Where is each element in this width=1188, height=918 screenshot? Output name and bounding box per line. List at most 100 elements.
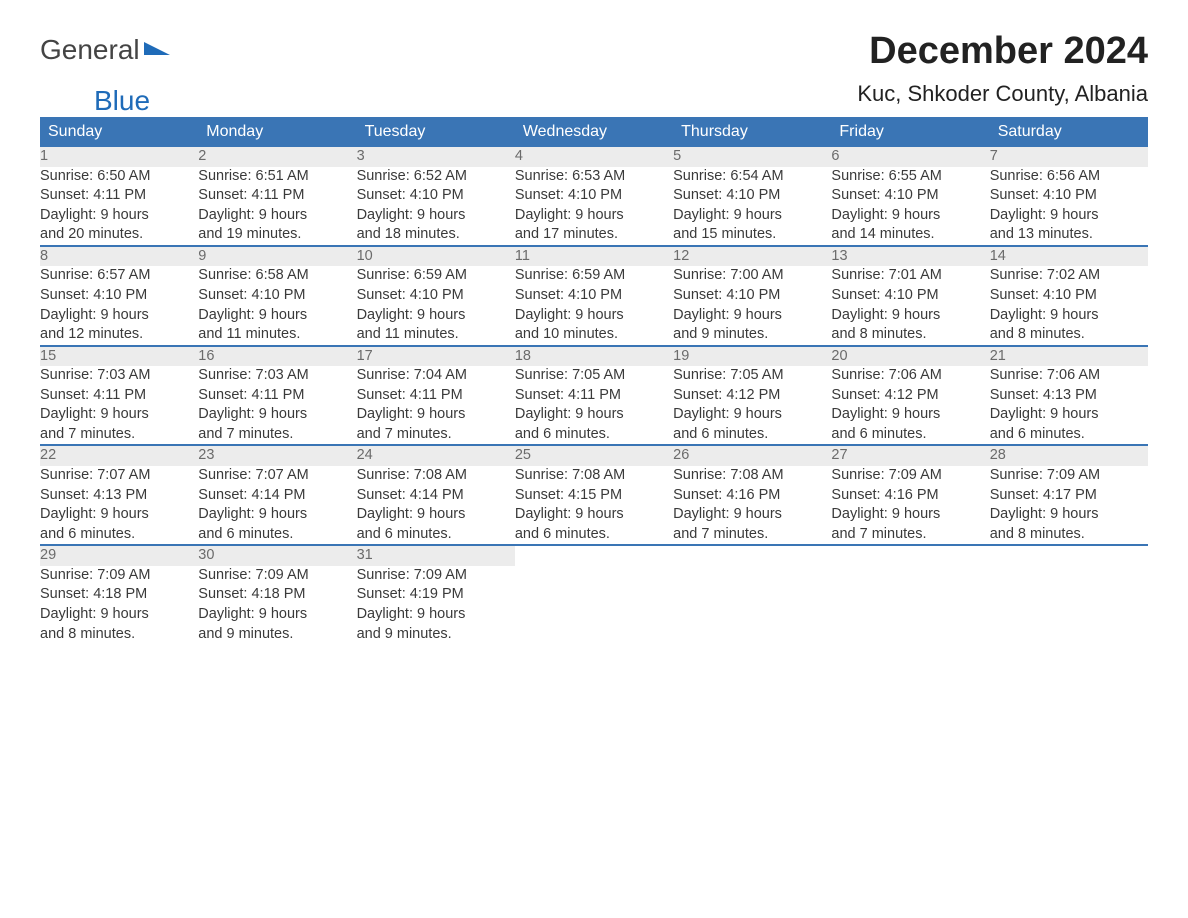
flag-icon	[144, 30, 170, 62]
day-cell: Sunrise: 7:07 AMSunset: 4:14 PMDaylight:…	[198, 466, 356, 545]
sunrise-text: Sunrise: 6:59 AM	[357, 266, 515, 286]
day-cell	[990, 566, 1148, 644]
brand-logo: General	[40, 30, 170, 70]
day-cell: Sunrise: 7:06 AMSunset: 4:12 PMDaylight:…	[831, 366, 989, 445]
daylight-line-2: and 6 minutes.	[673, 425, 831, 445]
sunset-text: Sunset: 4:11 PM	[40, 386, 198, 406]
sunrise-text: Sunrise: 6:54 AM	[673, 167, 831, 187]
day-cell: Sunrise: 7:08 AMSunset: 4:16 PMDaylight:…	[673, 466, 831, 545]
day-number: 3	[357, 147, 515, 167]
daylight-line-1: Daylight: 9 hours	[515, 505, 673, 525]
day-number-row: 293031	[40, 546, 1148, 566]
day-number: 29	[40, 546, 198, 566]
day-cell: Sunrise: 7:05 AMSunset: 4:11 PMDaylight:…	[515, 366, 673, 445]
day-number	[515, 546, 673, 566]
sunrise-text: Sunrise: 7:08 AM	[673, 466, 831, 486]
sunrise-text: Sunrise: 7:09 AM	[990, 466, 1148, 486]
sunrise-text: Sunrise: 7:09 AM	[357, 566, 515, 586]
day-number-row: 1234567	[40, 147, 1148, 167]
day-body-row: Sunrise: 7:09 AM Sunset: 4:18 PMDaylight:…	[40, 566, 1148, 644]
sunrise-text: Sunrise: 7:07 AM	[40, 466, 198, 486]
day-cell: Sunrise: 7:07 AMSunset: 4:13 PMDaylight:…	[40, 466, 198, 545]
sunset-text: Sunset: 4:17 PM	[990, 486, 1148, 506]
daylight-line-2: and 13 minutes.	[990, 225, 1148, 245]
day-number	[673, 546, 831, 566]
sunset-text: Sunset: 4:10 PM	[831, 286, 989, 306]
daylight-line-1: Daylight: 9 hours	[515, 206, 673, 226]
day-cell: Sunrise: 7:08 AMSunset: 4:15 PMDaylight:…	[515, 466, 673, 545]
day-header: Thursday	[673, 117, 831, 147]
sunset-text: Sunset: 4:18 PM	[40, 585, 198, 605]
day-number: 7	[990, 147, 1148, 167]
day-number: 28	[990, 446, 1148, 466]
daylight-line-1: Daylight: 9 hours	[831, 206, 989, 226]
day-number: 6	[831, 147, 989, 167]
sunrise-text: Sunrise: 7:00 AM	[673, 266, 831, 286]
daylight-line-2: and 17 minutes.	[515, 225, 673, 245]
sunrise-text: Sunrise: 7:05 AM	[673, 366, 831, 386]
sunset-text: Sunset: 4:16 PM	[673, 486, 831, 506]
daylight-line-2: and 15 minutes.	[673, 225, 831, 245]
sunset-text: Sunset: 4:13 PM	[40, 486, 198, 506]
daylight-line-1: Daylight: 9 hours	[198, 206, 356, 226]
sunrise-text: Sunrise: 7:08 AM	[515, 466, 673, 486]
daylight-line-1: Daylight: 9 hours	[198, 405, 356, 425]
day-cell: Sunrise: 6:56 AMSunset: 4:10 PMDaylight:…	[990, 167, 1148, 246]
day-cell: Sunrise: 6:52 AMSunset: 4:10 PMDaylight:…	[357, 167, 515, 246]
daylight-line-2: and 8 minutes.	[831, 325, 989, 345]
day-number: 16	[198, 347, 356, 367]
sunset-text: Sunset: 4:16 PM	[831, 486, 989, 506]
brand-word-1: General	[40, 34, 140, 66]
daylight-line-2: and 9 minutes.	[673, 325, 831, 345]
daylight-line-2: and 6 minutes.	[831, 425, 989, 445]
day-cell: Sunrise: 6:50 AMSunset: 4:11 PMDaylight:…	[40, 167, 198, 246]
day-cell: Sunrise: 7:09 AMSunset: 4:16 PMDaylight:…	[831, 466, 989, 545]
day-cell: Sunrise: 6:55 AMSunset: 4:10 PMDaylight:…	[831, 167, 989, 246]
daylight-line-2: and 7 minutes.	[198, 425, 356, 445]
daylight-line-1: Daylight: 9 hours	[990, 505, 1148, 525]
day-number: 21	[990, 347, 1148, 367]
day-cell: Sunrise: 7:01 AMSunset: 4:10 PMDaylight:…	[831, 266, 989, 345]
day-cell: Sunrise: 6:57 AMSunset: 4:10 PMDaylight:…	[40, 266, 198, 345]
daylight-line-2: and 9 minutes.	[357, 625, 515, 645]
sunrise-text: Sunrise: 6:58 AM	[198, 266, 356, 286]
sunset-text: Sunset: 4:14 PM	[357, 486, 515, 506]
sunset-text: Sunset: 4:10 PM	[357, 286, 515, 306]
sunset-text: Sunset: 4:15 PM	[515, 486, 673, 506]
daylight-line-1: Daylight: 9 hours	[198, 306, 356, 326]
sunset-text: Sunset: 4:10 PM	[831, 186, 989, 206]
daylight-line-1: Daylight: 9 hours	[831, 505, 989, 525]
day-number: 2	[198, 147, 356, 167]
sunrise-text: Sunrise: 7:03 AM	[40, 366, 198, 386]
day-number: 4	[515, 147, 673, 167]
day-cell: Sunrise: 6:51 AMSunset: 4:11 PMDaylight:…	[198, 167, 356, 246]
daylight-line-2: and 6 minutes.	[515, 525, 673, 545]
daylight-line-2: and 6 minutes.	[990, 425, 1148, 445]
sunrise-text: Sunrise: 6:56 AM	[990, 167, 1148, 187]
sunrise-text: Sunrise: 7:07 AM	[198, 466, 356, 486]
day-cell: Sunrise: 7:02 AMSunset: 4:10 PMDaylight:…	[990, 266, 1148, 345]
daylight-line-2: and 11 minutes.	[357, 325, 515, 345]
day-body-row: Sunrise: 6:57 AMSunset: 4:10 PMDaylight:…	[40, 266, 1148, 345]
daylight-line-1: Daylight: 9 hours	[673, 405, 831, 425]
sunset-text: Sunset: 4:10 PM	[515, 186, 673, 206]
day-cell: Sunrise: 7:06 AMSunset: 4:13 PMDaylight:…	[990, 366, 1148, 445]
day-number: 17	[357, 347, 515, 367]
location-label: Kuc, Shkoder County, Albania	[857, 81, 1148, 107]
day-cell: Sunrise: 6:53 AMSunset: 4:10 PMDaylight:…	[515, 167, 673, 246]
daylight-line-1: Daylight: 9 hours	[357, 206, 515, 226]
sunset-text: Sunset: 4:10 PM	[673, 186, 831, 206]
daylight-line-1: Daylight: 9 hours	[40, 605, 198, 625]
day-cell: Sunrise: 7:04 AMSunset: 4:11 PMDaylight:…	[357, 366, 515, 445]
day-number: 15	[40, 347, 198, 367]
brand-sub: Blue	[92, 85, 150, 117]
day-number: 5	[673, 147, 831, 167]
sunrise-text: Sunrise: 7:08 AM	[357, 466, 515, 486]
daylight-line-2: and 12 minutes.	[40, 325, 198, 345]
header-row: General December 2024	[40, 30, 1148, 73]
day-body-row: Sunrise: 7:07 AMSunset: 4:13 PM Daylight:…	[40, 466, 1148, 545]
daylight-line-1: Daylight: 9 hours	[357, 505, 515, 525]
day-cell: Sunrise: 7:09 AMSunset: 4:17 PMDaylight:…	[990, 466, 1148, 545]
day-number: 18	[515, 347, 673, 367]
daylight-line-2: and 9 minutes.	[198, 625, 356, 645]
